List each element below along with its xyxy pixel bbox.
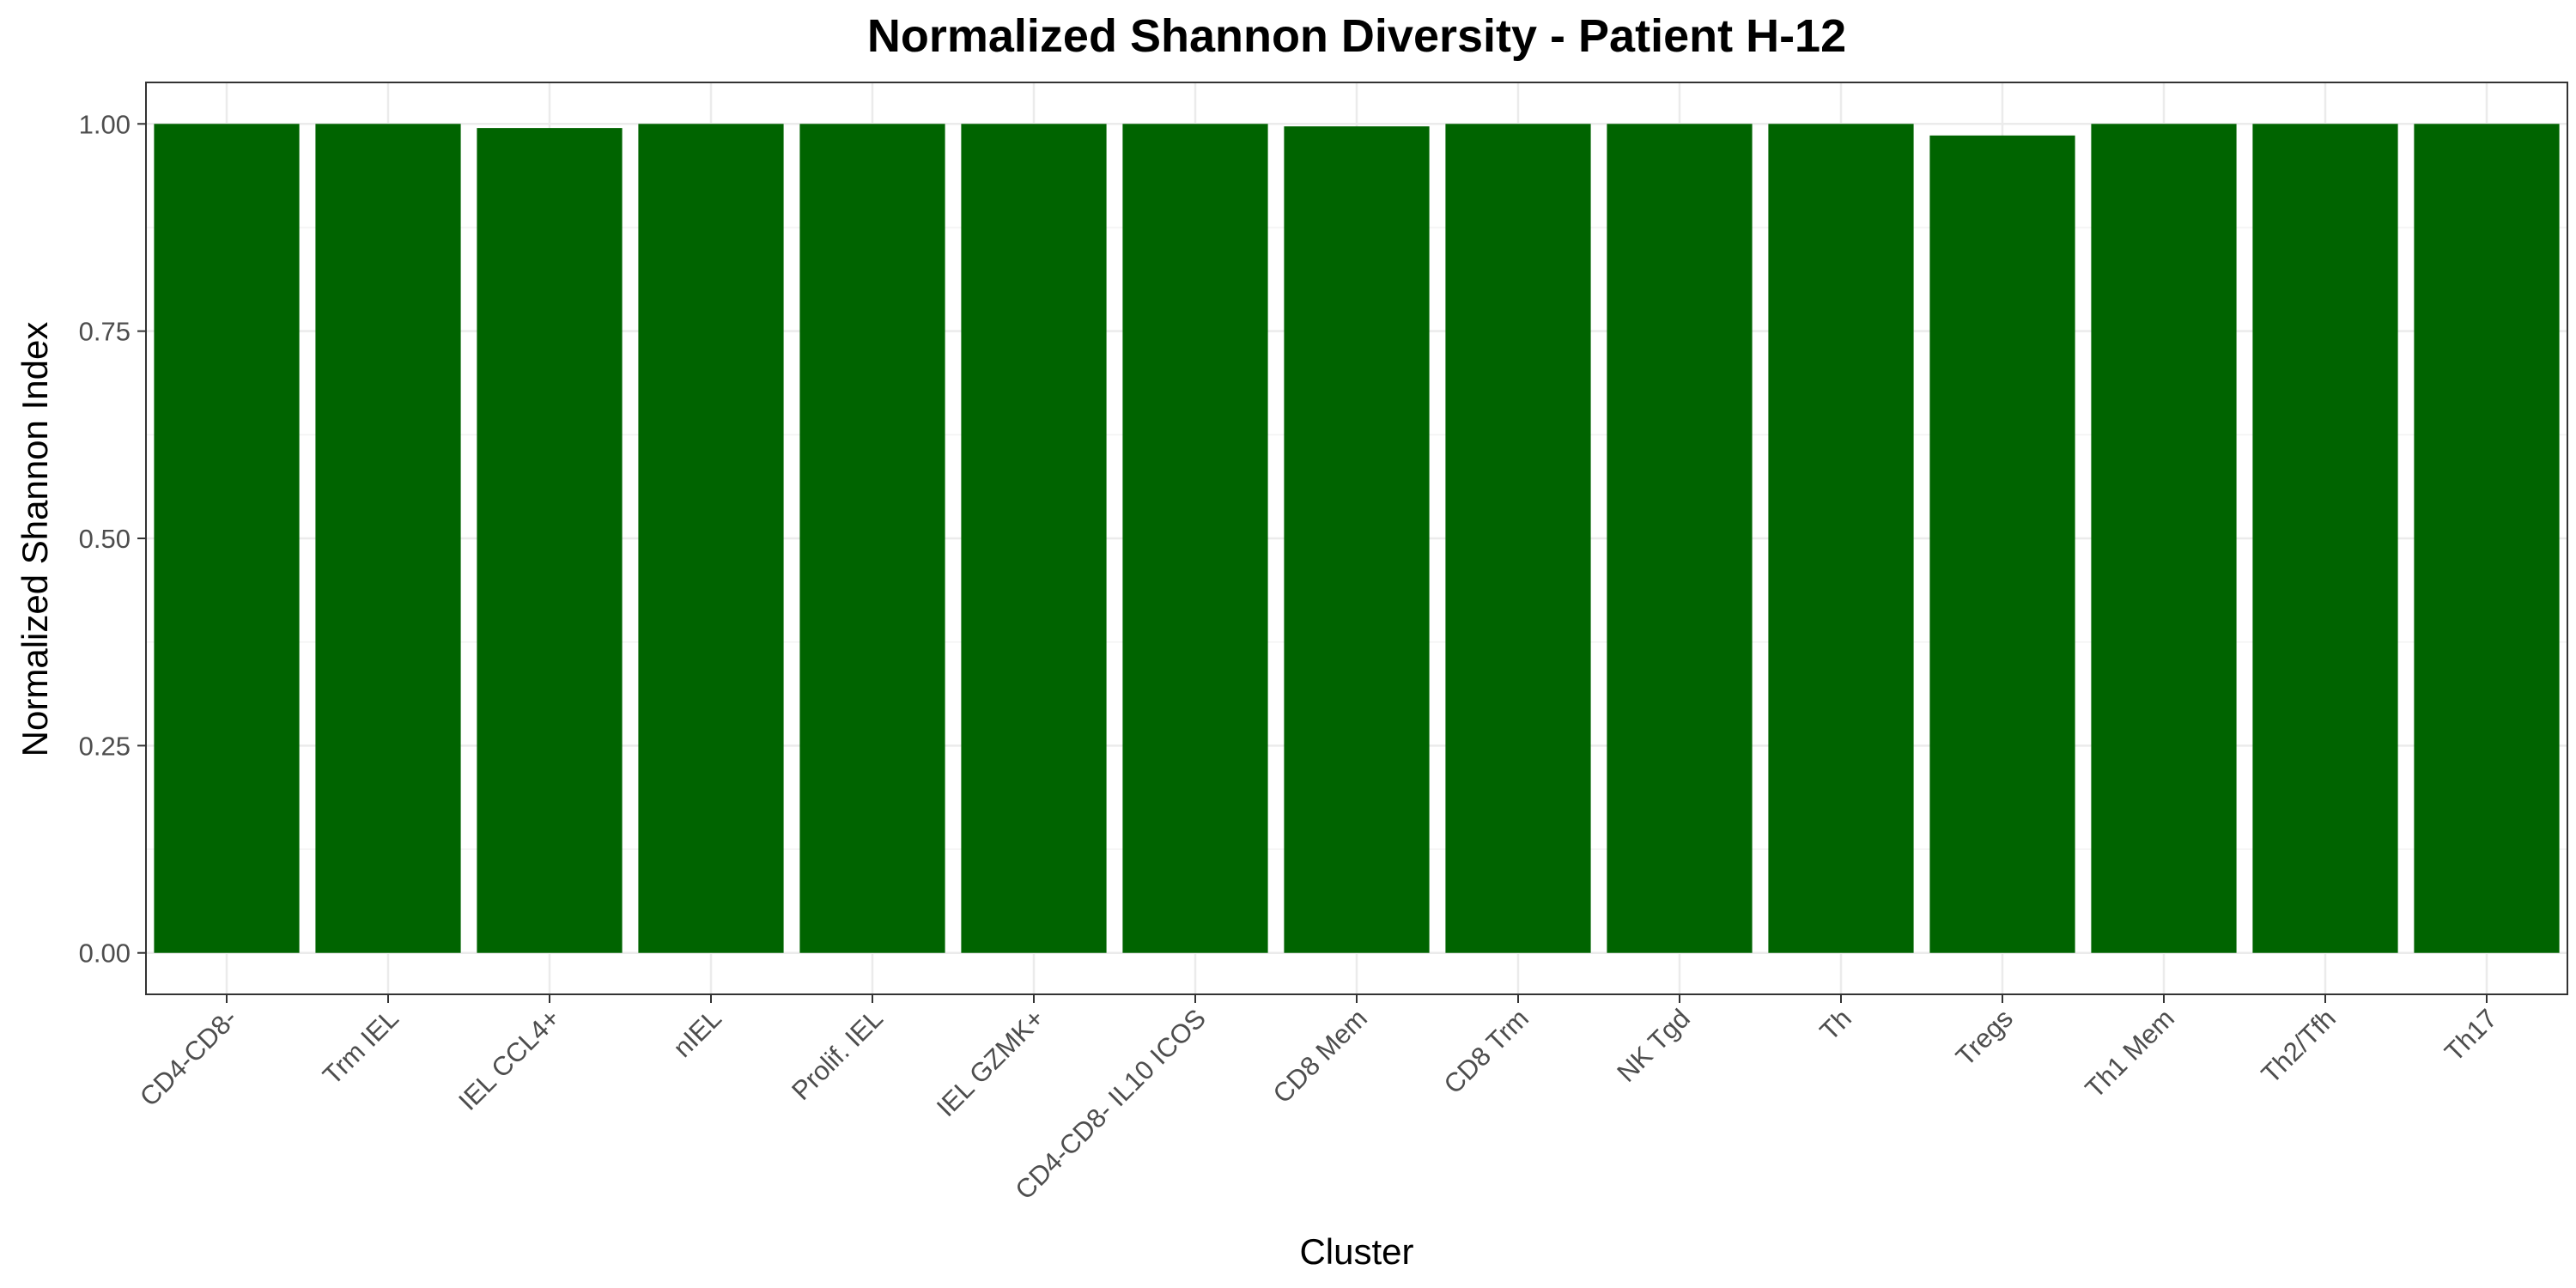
bar bbox=[1284, 126, 1430, 953]
bars bbox=[154, 124, 2560, 953]
y-tick-label: 0.75 bbox=[79, 317, 131, 347]
bar bbox=[638, 124, 784, 953]
x-axis-title: Cluster bbox=[1299, 1231, 1413, 1272]
y-tick-label: 0.25 bbox=[79, 731, 131, 761]
chart-title: Normalized Shannon Diversity - Patient H… bbox=[867, 10, 1846, 62]
bar bbox=[1768, 124, 1914, 953]
bar bbox=[1607, 124, 1753, 953]
bar bbox=[961, 124, 1107, 953]
bar bbox=[1929, 135, 2075, 953]
bar bbox=[477, 128, 623, 953]
y-tick-label: 0.50 bbox=[79, 524, 131, 554]
y-tick-label: 1.00 bbox=[79, 109, 131, 139]
y-axis-title: Normalized Shannon Index bbox=[15, 322, 55, 757]
bar bbox=[2252, 124, 2398, 953]
bar bbox=[315, 124, 461, 953]
y-tick-label: 0.00 bbox=[79, 939, 131, 969]
bar bbox=[2414, 124, 2560, 953]
bar bbox=[154, 124, 300, 953]
bar bbox=[2091, 124, 2237, 953]
bar bbox=[1122, 124, 1268, 953]
bar bbox=[1445, 124, 1591, 953]
bar bbox=[799, 124, 945, 953]
y-axis: 0.00 0.25 0.50 0.75 1.00 bbox=[79, 109, 146, 969]
